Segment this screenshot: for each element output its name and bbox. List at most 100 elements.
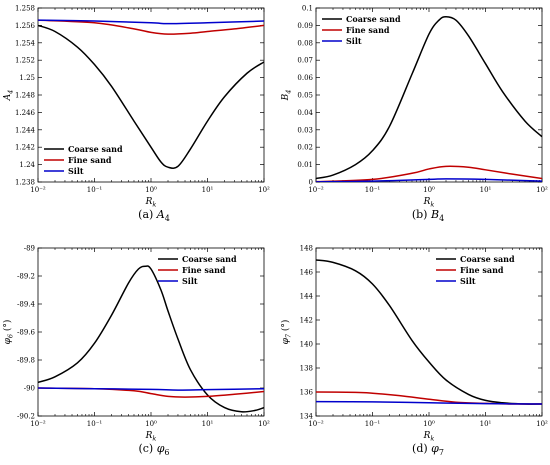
x-tick-label: 10²: [536, 186, 548, 194]
plot-frame: [315, 247, 543, 417]
y-axis-label-sub: 7: [285, 333, 293, 338]
chart-panel-1: 10⁻² 10⁻¹ 10⁰ 10¹ 10² 1.238 1.24 1.242 1.244 1.24…: [3, 5, 270, 224]
x-tick-label: 10⁻²: [30, 420, 46, 428]
caption-symbol: φ: [431, 442, 439, 455]
y-tick-label: 146: [300, 269, 314, 277]
y-tick-label: 142: [300, 317, 313, 325]
x-axis-label-main: R: [145, 197, 153, 207]
y-tick-label: 0.07: [297, 57, 313, 65]
y-tick-label: 0: [309, 179, 313, 187]
y-axis-label: A4: [3, 90, 15, 102]
caption-prefix: (b): [412, 208, 431, 221]
y-tick-label: 1.25: [19, 74, 35, 82]
caption-prefix: (a): [138, 208, 157, 221]
legend-label: Coarse sand: [460, 254, 515, 264]
y-axis-label-main: B: [281, 93, 291, 101]
y-tick-label: 1.24: [19, 161, 35, 169]
x-tick-label: 10⁻²: [308, 186, 324, 194]
panel-caption: (c) φ6: [138, 442, 169, 457]
x-tick-label: 10⁻¹: [87, 420, 103, 428]
x-tick-label: 10²: [536, 420, 548, 428]
y-tick-label: -89.2: [17, 273, 35, 281]
series-line-silt: [38, 387, 264, 391]
series-line-silt: [316, 178, 542, 182]
y-tick-label: 1.254: [15, 39, 36, 47]
legend-label: Fine sand: [182, 265, 226, 275]
y-tick-label: 0.01: [297, 161, 313, 169]
y-tick-label: 144: [300, 293, 314, 301]
x-tick-label: 10¹: [480, 186, 492, 194]
series-line-silt: [316, 400, 542, 405]
caption-prefix: (d): [412, 442, 431, 455]
panel-caption: (d) φ7: [412, 442, 444, 457]
series-group: [316, 259, 542, 405]
x-tick-label: 10⁻²: [30, 186, 46, 194]
x-tick-label: 10¹: [202, 420, 214, 428]
caption-subscript: 4: [165, 214, 170, 223]
x-axis-label-sub: k: [152, 435, 156, 443]
y-tick-label: 136: [300, 389, 314, 397]
x-tick-label: 10⁻²: [308, 420, 324, 428]
x-tick-label: 10⁰: [423, 186, 435, 194]
x-tick-label: 10²: [258, 186, 270, 194]
y-tick-label: 0.08: [297, 39, 313, 47]
x-tick-label: 10⁰: [145, 420, 157, 428]
y-tick-label: 0.02: [297, 144, 313, 152]
y-axis-label-sub: 6: [7, 334, 15, 338]
caption-prefix: (c): [138, 442, 156, 455]
y-tick-label: 1.242: [15, 144, 35, 152]
y-tick-label: 0.1: [302, 5, 313, 13]
y-tick-label: 1.244: [15, 126, 36, 134]
y-tick-label: 1.246: [15, 109, 36, 117]
x-tick-label: 10¹: [202, 186, 214, 194]
y-axis-label-unit: (°): [2, 320, 13, 334]
y-axis-label: B4: [281, 90, 293, 102]
x-tick-label: 10⁻¹: [365, 186, 381, 194]
y-tick-label: 134: [300, 413, 314, 421]
x-tick-label: 10¹: [480, 420, 492, 428]
y-axis-label-main: φ: [3, 337, 13, 344]
legend-label: Silt: [346, 36, 362, 46]
y-tick-label: 148: [300, 245, 313, 253]
y-axis-label-sub: 4: [285, 90, 293, 95]
x-axis-label-main: R: [423, 197, 431, 207]
plot-frame: [37, 247, 265, 417]
y-tick-label: 1.252: [15, 57, 35, 65]
y-tick-label: 140: [300, 341, 313, 349]
legend-label: Fine sand: [460, 265, 504, 275]
y-tick-label: 1.258: [15, 5, 35, 13]
series-line-coarse-sand: [316, 15, 542, 180]
caption-symbol: B: [430, 208, 439, 221]
y-tick-label: -89.8: [17, 357, 35, 365]
legend-label: Silt: [460, 276, 476, 286]
x-tick-label: 10²: [258, 420, 270, 428]
x-tick-label: 10⁻¹: [365, 420, 381, 428]
x-tick-label: 10⁰: [145, 186, 157, 194]
series-line-coarse-sand: [316, 259, 542, 405]
y-tick-label: 138: [300, 365, 313, 373]
caption-subscript: 6: [164, 448, 169, 457]
y-tick-label: 0.05: [297, 92, 313, 100]
series-line-silt: [38, 19, 264, 25]
x-axis-label-sub: k: [430, 201, 434, 209]
series-group: [38, 19, 264, 169]
y-tick-label: -89.4: [17, 301, 35, 309]
y-tick-label: 0.09: [297, 22, 313, 30]
y-axis-label-unit: (°): [280, 320, 291, 334]
x-axis-label: Rk: [423, 197, 435, 209]
y-axis-label-main: φ: [281, 337, 291, 344]
legend-label: Coarse sand: [182, 254, 237, 264]
y-tick-label: 1.256: [15, 22, 36, 30]
x-tick-label: 10⁻¹: [87, 186, 103, 194]
y-tick-label: 0.03: [297, 126, 313, 134]
x-axis-label-main: R: [423, 431, 431, 441]
y-axis-label-sub: 4: [7, 90, 15, 95]
y-axis-label-main: A: [3, 93, 13, 101]
x-axis-label: Rk: [145, 197, 157, 209]
series-line-fine-sand: [38, 19, 264, 35]
